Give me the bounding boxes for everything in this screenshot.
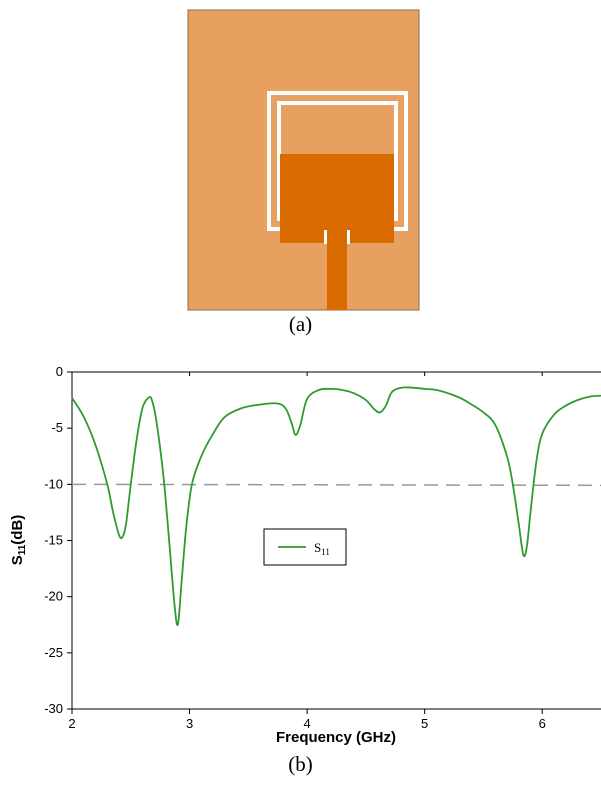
y-tick-label: -10	[44, 476, 63, 491]
reference-line-minus-10db	[71, 483, 601, 487]
y-axis-title: S11(dB)	[9, 515, 28, 566]
x-tick-label: 6	[539, 716, 546, 731]
y-tick-label: -20	[44, 589, 63, 604]
series-line-s11	[71, 386, 601, 627]
y-tick-label: 0	[56, 364, 63, 379]
legend-label-s11: S11	[314, 540, 330, 557]
feed-slot-right	[347, 230, 350, 244]
radiating-patch	[280, 154, 394, 243]
feed-line	[327, 230, 347, 310]
feed-slot-left	[324, 230, 327, 244]
y-tick-label: -30	[44, 701, 63, 716]
legend: S11	[263, 528, 347, 566]
x-tick-label: 2	[68, 716, 75, 731]
x-tick-label: 4	[303, 716, 310, 731]
y-tick-label: -15	[44, 533, 63, 548]
x-tick-label: 5	[421, 716, 428, 731]
figure-b-caption: (b)	[288, 752, 313, 776]
antenna-layout-figure	[187, 9, 420, 311]
figure-a-caption: (a)	[288, 312, 313, 336]
y-tick-label: -5	[51, 420, 63, 435]
y-tick-label: -25	[44, 645, 63, 660]
s11-chart: 0 -5 -10 -15 -20 -25 -30 2 3 4 5 6 S11 S11(dB) Freq…	[9, 364, 601, 746]
x-axis-title: Frequency (GHz)	[276, 729, 396, 746]
x-tick-label: 3	[186, 716, 193, 731]
